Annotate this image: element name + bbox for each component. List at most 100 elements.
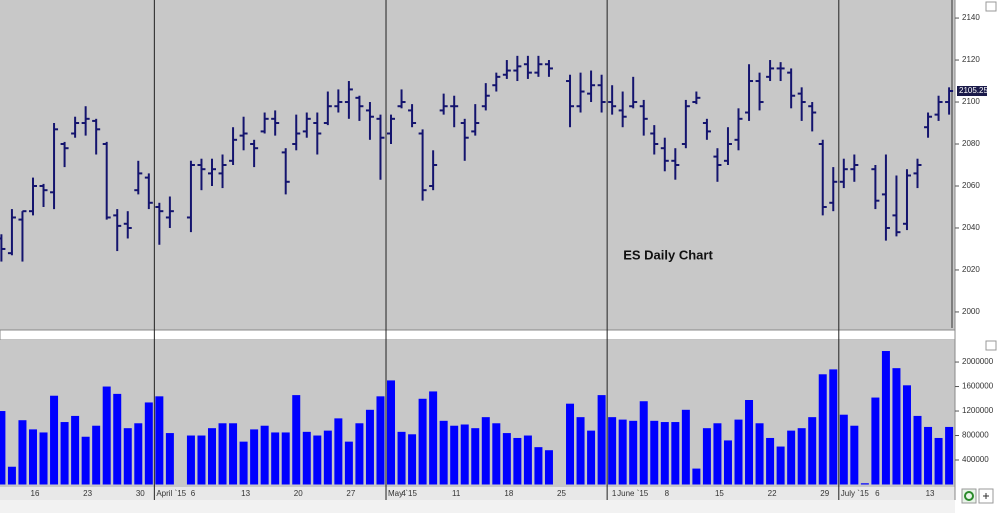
x-tick-label: 20: [294, 489, 303, 498]
volume-bar: [544, 450, 553, 485]
volume-bar: [439, 420, 448, 485]
volume-bar: [671, 422, 680, 485]
volume-bar: [271, 432, 280, 485]
volume-bar: [218, 423, 227, 485]
refresh-icon: [964, 491, 974, 501]
volume-bar: [934, 437, 943, 485]
y-tick-label: 2120: [962, 55, 980, 64]
volume-bar: [102, 386, 111, 485]
month-label: June `15: [617, 489, 649, 498]
volume-bar: [839, 414, 848, 485]
volume-bar: [239, 441, 248, 485]
volume-bar: [766, 437, 775, 485]
volume-bar: [92, 425, 101, 485]
volume-bar: [639, 401, 648, 485]
volume-bar: [755, 423, 764, 485]
volume-bar: [260, 425, 269, 485]
x-tick-label: 18: [504, 489, 513, 498]
volume-bar: [566, 403, 575, 485]
volume-bar: [892, 368, 901, 485]
x-tick-label: 30: [136, 489, 145, 498]
volume-bar: [587, 430, 596, 485]
volume-bar: [18, 420, 27, 485]
volume-bar: [387, 380, 396, 485]
volume-bar: [513, 437, 522, 485]
last-price-label: 2105.25: [959, 86, 988, 95]
volume-bar: [860, 483, 869, 485]
volume-bar: [576, 417, 585, 485]
volume-bar: [945, 426, 954, 485]
volume-bar: [81, 436, 90, 485]
y-tick-label: 1200000: [962, 406, 994, 415]
volume-bar: [186, 435, 195, 485]
x-tick-label: 16: [31, 489, 40, 498]
volume-bar: [734, 419, 743, 485]
volume-bar: [692, 468, 701, 485]
volume-bar: [745, 400, 754, 485]
volume-bar: [924, 426, 933, 485]
volume-bar: [355, 423, 364, 485]
volume-bar: [650, 420, 659, 485]
x-tick-label: 8: [665, 489, 670, 498]
volume-bar: [365, 409, 374, 485]
volume-bar: [344, 441, 353, 485]
menu-icon[interactable]: [985, 1, 997, 12]
y-tick-label: 2100: [962, 97, 980, 106]
volume-bar: [660, 422, 669, 485]
y-tick-label: 2080: [962, 139, 980, 148]
volume-bar: [376, 396, 385, 485]
volume-bar: [618, 419, 627, 485]
volume-bar: [71, 415, 80, 485]
price-panel: [0, 0, 955, 330]
volume-bar: [597, 395, 606, 485]
volume-bar: [60, 422, 69, 485]
volume-bar: [481, 417, 490, 485]
volume-bar: [471, 428, 480, 485]
volume-bar: [502, 433, 511, 485]
volume-bar: [334, 418, 343, 485]
volume-bar: [450, 425, 459, 485]
y-tick-label: 2000: [962, 307, 980, 316]
volume-bar: [787, 430, 796, 485]
volume-bar: [123, 428, 132, 485]
volume-bar: [113, 393, 122, 485]
x-tick-label: 1: [612, 489, 617, 498]
volume-bar: [229, 423, 238, 485]
y-tick-label: 400000: [962, 455, 989, 464]
volume-bar: [250, 429, 259, 485]
x-tick-label: 11: [452, 489, 461, 498]
y-tick-label: 2040: [962, 223, 980, 232]
x-tick-label: 6: [191, 489, 196, 498]
volume-bar: [534, 447, 543, 485]
volume-bar: [281, 432, 290, 485]
volume-bar: [7, 466, 16, 485]
volume-bar: [776, 446, 785, 485]
chart-annotation: ES Daily Chart: [623, 247, 713, 262]
y-tick-label: 2060: [962, 181, 980, 190]
x-tick-label: 29: [820, 489, 829, 498]
month-label: July `15: [841, 489, 870, 498]
volume-bar: [155, 396, 164, 485]
volume-bar: [197, 435, 206, 485]
volume-bar: [408, 434, 417, 485]
month-label: May `15: [388, 489, 417, 498]
volume-bar: [144, 402, 153, 485]
volume-bar: [397, 431, 406, 485]
volume-bar: [808, 417, 817, 485]
menu-icon[interactable]: [985, 340, 997, 351]
volume-bar: [418, 398, 427, 485]
volume-bar: [302, 431, 311, 485]
volume-bar: [829, 369, 838, 485]
y-tick-label: 1600000: [962, 382, 994, 391]
volume-bar: [50, 395, 59, 485]
x-tick-label: 13: [241, 489, 250, 498]
volume-bar: [681, 409, 690, 485]
volume-bar: [818, 374, 827, 485]
y-tick-label: 800000: [962, 431, 989, 440]
last-price-box: [957, 86, 987, 97]
volume-bar: [881, 351, 890, 485]
x-tick-label: 27: [346, 489, 355, 498]
volume-bar: [629, 420, 638, 485]
x-tick-label: 6: [875, 489, 880, 498]
volume-bar: [165, 433, 174, 485]
